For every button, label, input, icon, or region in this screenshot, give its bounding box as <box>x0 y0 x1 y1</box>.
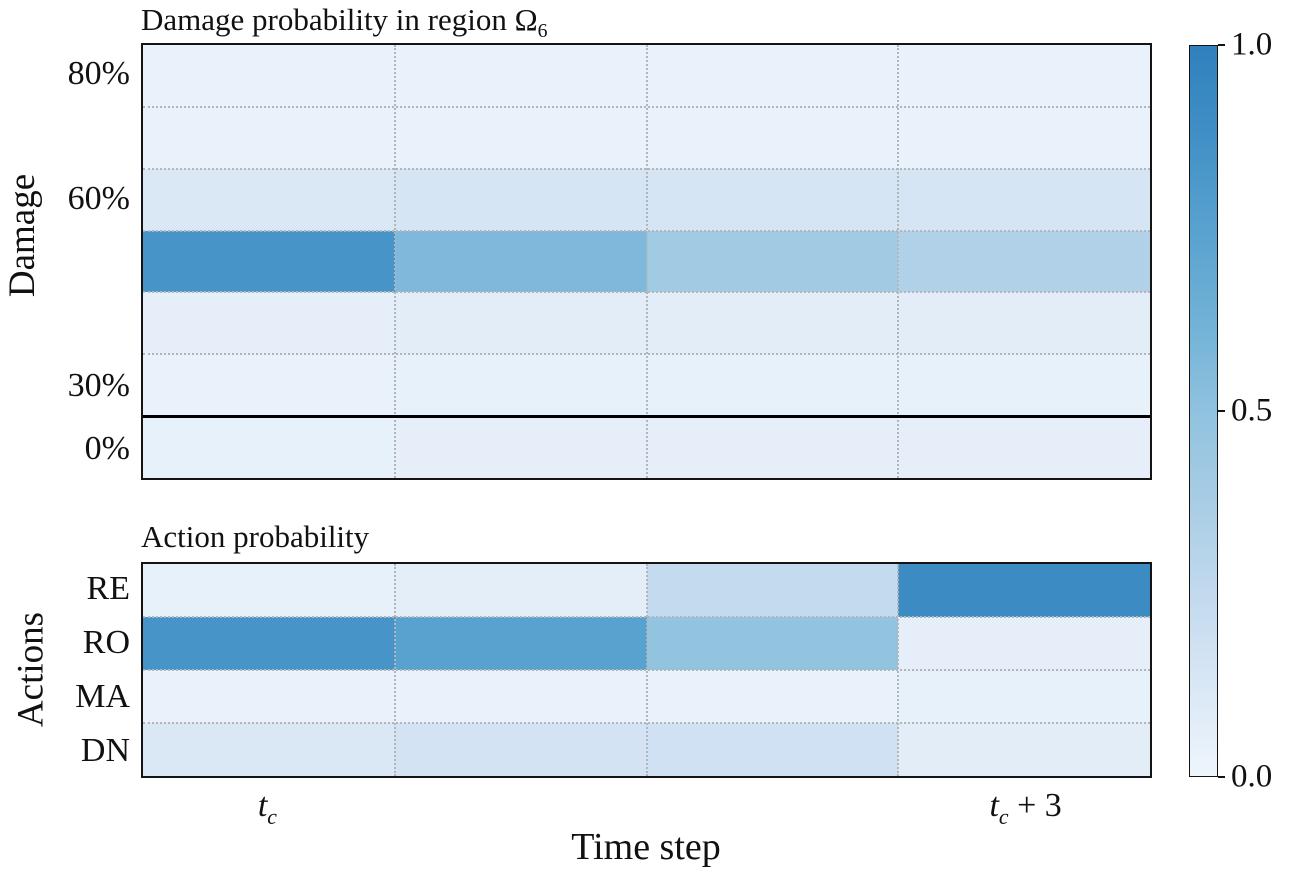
heatmap-cell <box>143 723 395 776</box>
action-panel-title-text: Action probability <box>141 519 370 554</box>
heatmap-cell <box>646 292 899 355</box>
y-tick-label: MA <box>75 678 130 715</box>
y-tick-label: 0% <box>84 429 130 467</box>
heatmap-cell <box>394 670 647 723</box>
x-tick-tc3-subscript: c <box>998 804 1009 829</box>
heatmap-cell <box>898 45 1150 107</box>
colorbar-tick-label-max: 1.0 <box>1231 26 1273 63</box>
heatmap-cell <box>394 45 647 107</box>
heatmap-cell <box>646 723 899 776</box>
damage-panel-title-text: Damage probability in region Ω <box>141 2 538 37</box>
heatmap-cell <box>646 230 899 293</box>
heatmap-cell <box>394 354 647 417</box>
colorbar-tick-label-min: 0.0 <box>1231 758 1273 795</box>
heatmap-cell <box>646 416 899 478</box>
action-heatmap <box>141 562 1152 778</box>
heatmap-cell <box>646 564 899 617</box>
heatmap-cell <box>394 564 647 617</box>
x-tick-tc3-base: t <box>989 787 999 824</box>
heatmap-cell <box>143 45 395 107</box>
y-tick-label: DN <box>80 732 130 769</box>
heatmap-cell <box>898 354 1150 417</box>
heatmap-cell <box>394 292 647 355</box>
y-tick-label: RO <box>82 624 130 661</box>
colorbar-tick <box>1218 776 1225 778</box>
heatmap-cell <box>143 106 395 169</box>
colorbar-tick <box>1218 410 1225 412</box>
heatmap-cell <box>394 723 647 776</box>
x-tick-tc3-suffix: + 3 <box>1008 787 1062 824</box>
heatmap-cell <box>898 168 1150 231</box>
heatmap-cell <box>898 230 1150 293</box>
x-tick-label-tc-plus-3: tc + 3 <box>896 787 1156 830</box>
heatmap-cell <box>143 292 395 355</box>
heatmap-cell <box>143 354 395 417</box>
action-panel-title: Action probability <box>141 519 369 560</box>
heatmap-cell <box>898 723 1150 776</box>
colorbar-tick-label-mid: 0.5 <box>1231 392 1273 429</box>
y-tick-label: 60% <box>67 180 130 218</box>
heatmap-cell <box>898 564 1150 617</box>
y-tick-label: RE <box>86 570 130 607</box>
x-tick-label-tc: tc <box>137 787 397 830</box>
heatmap-cell <box>143 670 395 723</box>
damage-heatmap <box>141 43 1152 480</box>
gridline-vertical <box>897 45 900 478</box>
heatmap-cell <box>898 106 1150 169</box>
heatmap-cell <box>646 670 899 723</box>
current-damage-threshold-line <box>143 414 1150 418</box>
heatmap-cell <box>394 416 647 478</box>
gridline-vertical <box>645 564 648 776</box>
heatmap-cell <box>394 168 647 231</box>
gridline-vertical <box>393 564 396 776</box>
gridline-vertical <box>645 45 648 478</box>
heatmap-cell <box>646 106 899 169</box>
heatmap-cell <box>394 617 647 670</box>
gridline-vertical <box>897 564 900 776</box>
damage-panel-title-subscript: 6 <box>537 20 548 43</box>
heatmap-cell <box>898 617 1150 670</box>
heatmap-cell <box>143 617 395 670</box>
damage-panel-title: Damage probability in region Ω6 <box>141 2 548 43</box>
y-tick-label: 30% <box>67 367 130 405</box>
heatmap-cell <box>898 292 1150 355</box>
heatmap-cell <box>143 564 395 617</box>
colorbar <box>1189 45 1218 777</box>
heatmap-cell <box>646 45 899 107</box>
heatmap-cell <box>143 230 395 293</box>
x-tick-tc-subscript: c <box>267 804 277 829</box>
heatmap-cell <box>394 106 647 169</box>
x-tick-tc-base: t <box>257 787 268 824</box>
heatmap-cell <box>646 168 899 231</box>
heatmap-cell <box>143 168 395 231</box>
colorbar-tick <box>1218 44 1225 46</box>
heatmap-cell <box>143 416 395 478</box>
heatmap-cell <box>646 354 899 417</box>
heatmap-cell <box>898 416 1150 478</box>
heatmap-cell <box>646 617 899 670</box>
y-tick-label: 80% <box>67 55 130 93</box>
gridline-vertical <box>393 45 396 478</box>
time-step-axis-label: Time step <box>571 826 721 868</box>
heatmap-cell <box>898 670 1150 723</box>
heatmap-cell <box>394 230 647 293</box>
